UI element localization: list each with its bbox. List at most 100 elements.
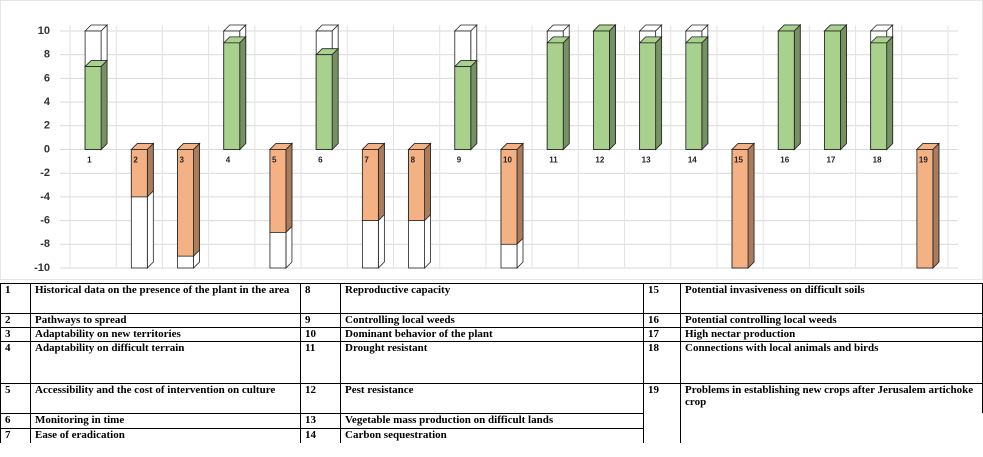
bar-group xyxy=(222,35,247,151)
y-tick-label: 2 xyxy=(44,120,50,132)
cell-number: 17 xyxy=(643,327,680,341)
cell-text: Adaptability on difficult terrain xyxy=(30,341,300,383)
bar xyxy=(593,30,610,150)
legend-table: 1 Historical data on the presence of the … xyxy=(0,283,983,457)
cell-number: 12 xyxy=(300,383,340,413)
cell-number: 2 xyxy=(0,313,30,327)
cell-text: Connections with local animals and birds xyxy=(680,341,982,383)
bar xyxy=(731,149,749,269)
cell-text: Historical data on the presence of the p… xyxy=(30,283,300,313)
cell-number: 19 xyxy=(643,383,680,443)
x-tick-label: 12 xyxy=(595,156,604,165)
bar-side xyxy=(377,142,385,222)
y-tick-label: -6 xyxy=(40,215,50,227)
cell-text: Drought resistant xyxy=(340,341,643,383)
bar-side xyxy=(886,35,894,151)
bar-group xyxy=(453,59,478,151)
cell-text: High nectar production xyxy=(680,327,982,341)
bar-side xyxy=(516,142,524,246)
bar-group xyxy=(915,142,940,269)
bar-side xyxy=(840,24,847,151)
bar xyxy=(223,42,241,150)
bar-side xyxy=(562,35,570,151)
bar xyxy=(454,66,472,150)
bar xyxy=(500,149,518,245)
cell-number: 5 xyxy=(0,383,30,413)
cell-number: 6 xyxy=(0,413,30,428)
cell-number: 4 xyxy=(0,341,30,383)
x-tick-label: 4 xyxy=(226,156,231,165)
cell-text: Pest resistance xyxy=(340,383,643,413)
bar-side xyxy=(424,142,431,222)
cell-text: Vegetable mass production on difficult l… xyxy=(340,413,643,428)
cell-number: 9 xyxy=(300,313,340,327)
bar xyxy=(84,66,102,150)
bar-group xyxy=(268,142,293,234)
bar xyxy=(269,149,287,233)
cell-number: 13 xyxy=(300,413,340,428)
x-tick-label: 18 xyxy=(873,156,882,165)
x-tick-label: 10 xyxy=(503,156,512,165)
bar xyxy=(546,42,564,150)
bar-side xyxy=(100,59,108,151)
y-tick-label: -10 xyxy=(34,262,50,274)
x-tick-label: 17 xyxy=(826,156,835,165)
bar-group xyxy=(407,142,432,222)
cell-number: 18 xyxy=(643,341,680,383)
bar-side xyxy=(193,142,200,258)
cell-number: 15 xyxy=(643,283,680,313)
cell-text: Reproductive capacity xyxy=(340,283,643,313)
bar xyxy=(824,30,841,150)
y-tick-label: -4 xyxy=(40,191,51,203)
x-tick-label: 7 xyxy=(364,156,369,165)
cell-number: 1 xyxy=(0,283,30,313)
cell-text: Carbon sequestration xyxy=(340,428,643,443)
bar-group xyxy=(823,24,848,151)
bar-group xyxy=(130,142,155,198)
bar-group xyxy=(315,47,340,151)
bar-side xyxy=(146,142,154,198)
x-tick-label: 5 xyxy=(272,156,277,165)
cell-text: Potential controlling local weeds xyxy=(680,313,982,327)
bar-group xyxy=(592,24,617,151)
cell-text: Dominant behavior of the plant xyxy=(340,327,643,341)
bar xyxy=(177,149,194,257)
bar-side xyxy=(932,142,940,269)
cell-number: 11 xyxy=(300,341,340,383)
bar-side xyxy=(701,35,709,151)
x-tick-label: 11 xyxy=(549,156,558,165)
bar xyxy=(361,149,379,221)
bar-side xyxy=(747,142,755,269)
x-tick-label: 19 xyxy=(919,156,928,165)
x-tick-label: 1 xyxy=(87,156,92,165)
bar-side xyxy=(470,59,478,151)
x-tick-label: 15 xyxy=(734,156,743,165)
bar-group xyxy=(176,142,201,258)
bar-side xyxy=(239,35,247,151)
bar-group xyxy=(500,142,524,246)
chart-frame xyxy=(0,0,983,280)
bar-group xyxy=(777,24,802,151)
cell-number: 10 xyxy=(300,327,340,341)
bar-group xyxy=(638,35,663,151)
y-tick-label: -8 xyxy=(40,238,50,250)
bar-group xyxy=(684,35,709,151)
x-tick-label: 16 xyxy=(780,156,789,165)
x-tick-label: 6 xyxy=(318,156,323,165)
cell-number: 16 xyxy=(643,313,680,327)
y-tick-label: 10 xyxy=(38,25,50,37)
bar-group xyxy=(361,142,386,222)
bar xyxy=(315,54,333,150)
cell-text: Adaptability on new territories xyxy=(30,327,300,341)
cell-text: Pathways to spread xyxy=(30,313,300,327)
y-tick-label: 4 xyxy=(44,96,51,108)
x-tick-label: 8 xyxy=(411,156,416,165)
y-tick-label: 8 xyxy=(44,49,50,61)
x-tick-label: 3 xyxy=(180,156,185,165)
cell-number: 7 xyxy=(0,428,30,443)
cell-number: 14 xyxy=(300,428,340,443)
bar xyxy=(408,149,425,221)
cell-text: Potential invasiveness on difficult soil… xyxy=(680,283,982,313)
